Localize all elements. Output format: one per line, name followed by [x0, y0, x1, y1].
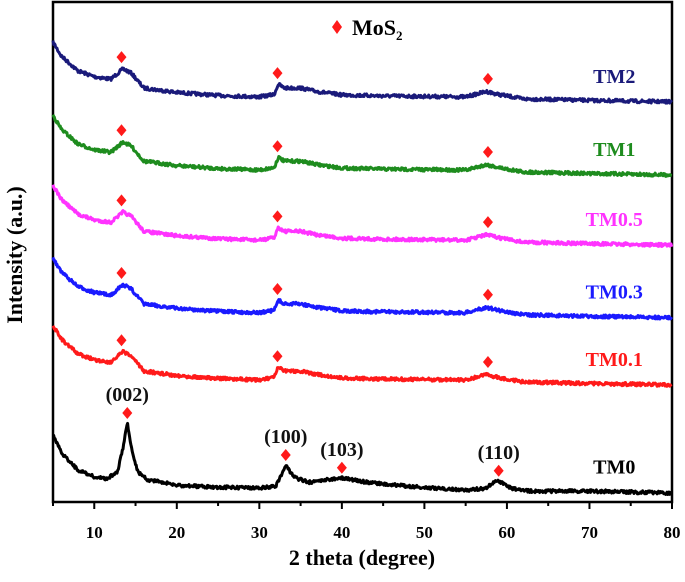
- x-tick-label: 70: [581, 523, 598, 542]
- peak-label: (110): [478, 442, 520, 464]
- peak-label: (100): [264, 426, 307, 448]
- x-tick-label: 50: [416, 523, 433, 542]
- series-label-TM0.1: TM0.1: [586, 349, 643, 371]
- mos2-diamond-marker: [493, 464, 504, 477]
- mos2-diamond-marker: [272, 283, 283, 296]
- mos2-diamond-marker: [116, 334, 127, 347]
- series-label-TM0.5: TM0.5: [586, 209, 643, 231]
- mos2-diamond-marker: [482, 355, 493, 368]
- y-axis-label: Intensity (a.u.): [2, 186, 27, 324]
- x-axis-label: 2 theta (degree): [289, 545, 435, 570]
- series-line-TM0.1: [51, 325, 673, 388]
- mos2-diamond-marker: [116, 51, 127, 64]
- mos2-diamond-marker: [336, 461, 347, 474]
- mos2-diamond-marker: [272, 67, 283, 80]
- mos2-diamond-marker: [116, 267, 127, 280]
- x-tick-label: 60: [498, 523, 515, 542]
- mos2-diamond-marker: [272, 350, 283, 363]
- mos2-diamond-marker: [482, 145, 493, 158]
- x-tick-label: 10: [86, 523, 103, 542]
- mos2-diamond-marker: [482, 216, 493, 229]
- mos2-diamond-marker: [116, 194, 127, 207]
- mos2-diamond-marker: [482, 72, 493, 85]
- series-line-TM1: [51, 114, 673, 178]
- series-label-TM1: TM1: [593, 139, 635, 161]
- legend-label: MoS2: [352, 15, 403, 43]
- series-label-TM0.3: TM0.3: [586, 282, 643, 304]
- x-tick-label: 40: [333, 523, 350, 542]
- mos2-diamond-marker: [272, 140, 283, 153]
- mos2-diamond-marker: [482, 288, 493, 301]
- mos2-diamond-marker: [116, 124, 127, 137]
- x-tick-label: 80: [664, 523, 681, 542]
- mos2-diamond-marker: [272, 210, 283, 223]
- peak-label: (002): [106, 384, 149, 406]
- legend: MoS2: [332, 15, 403, 43]
- peak-label: (103): [320, 439, 363, 461]
- mos2-diamond-marker: [280, 448, 291, 461]
- series-line-TM0.5: [51, 184, 674, 248]
- series-line-TM0: [52, 421, 673, 496]
- plot-frame: [51, 0, 674, 504]
- series-label-TM2: TM2: [593, 66, 635, 88]
- series-label-TM0: TM0: [593, 457, 635, 479]
- series-line-TM2: [51, 40, 673, 105]
- x-tick-label: 20: [168, 523, 185, 542]
- x-tick-label: 30: [251, 523, 268, 542]
- series-line-TM0.3: [51, 256, 673, 321]
- legend-diamond-icon: [332, 20, 342, 34]
- mos2-diamond-marker: [122, 406, 133, 419]
